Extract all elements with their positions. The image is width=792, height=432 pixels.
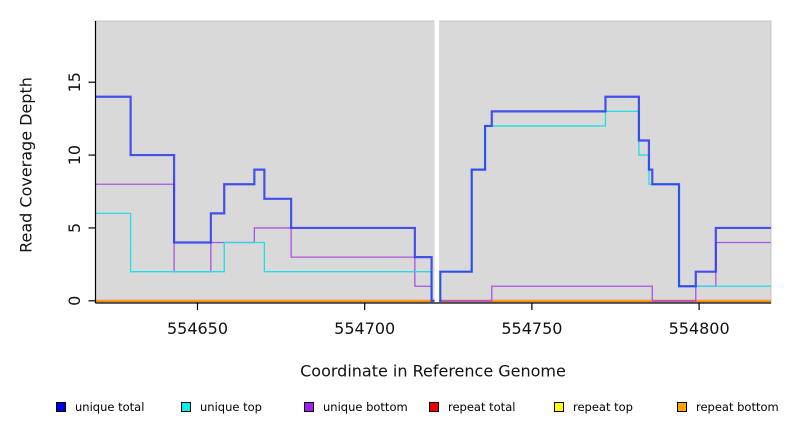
x-tick-label: 554650: [167, 319, 228, 338]
x-tick-label: 554800: [669, 319, 730, 338]
gap-band: [434, 19, 440, 304]
series-line-unique-total: [95, 95, 771, 302]
panel-rect: [95, 20, 772, 304]
y-tick-label: 15: [65, 72, 84, 92]
x-tick-label: 554750: [501, 319, 562, 338]
y-tick-label: 5: [65, 223, 84, 233]
y-tick-label: 10: [65, 145, 84, 165]
y-tick-label: 0: [65, 296, 84, 306]
x-axis-title: Coordinate in Reference Genome: [300, 361, 566, 381]
series-line-unique-bottom: [95, 183, 771, 302]
y-axis-title: Read Coverage Depth: [16, 77, 36, 253]
x-tick-label: 554700: [334, 319, 395, 338]
